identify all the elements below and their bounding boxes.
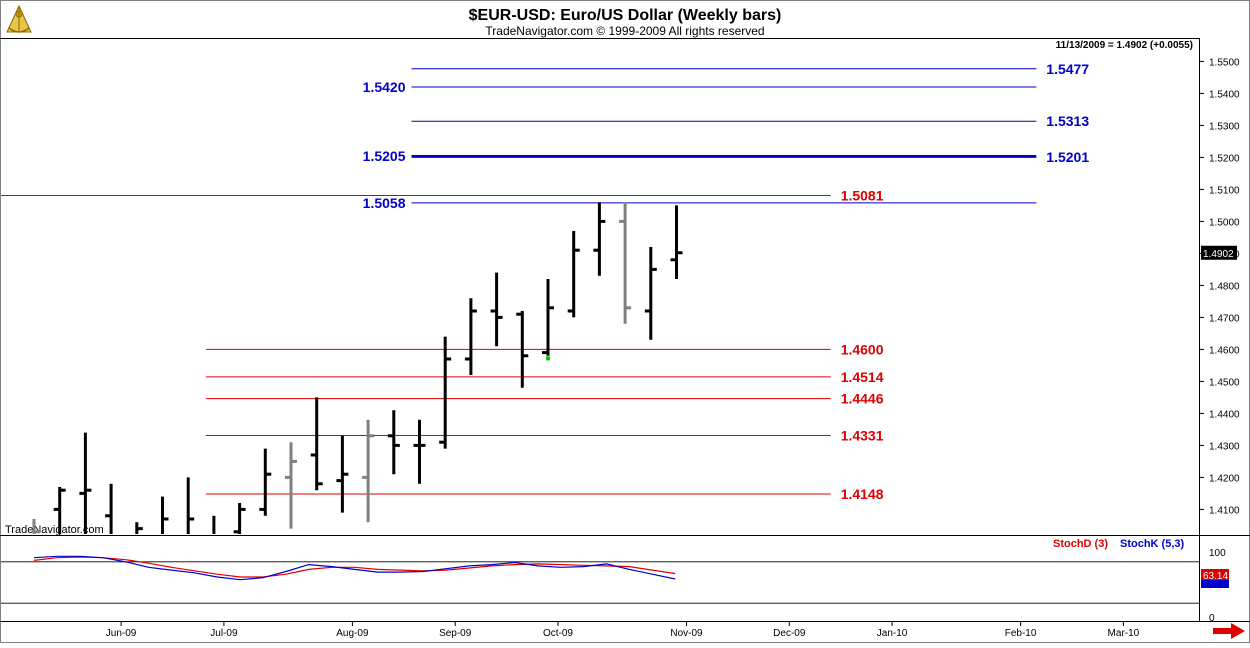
chart-subtitle: TradeNavigator.com © 1999-2009 All right… xyxy=(485,24,764,38)
stochastic-pane: 100 0 StochD (3) StochK (5,3) 63.14 xyxy=(1,538,1229,624)
price-tick-label: 1.5200 xyxy=(1209,153,1240,164)
stoch-tick-label: 0 xyxy=(1209,613,1215,624)
current-price-badge xyxy=(1201,245,1237,260)
price-tick-label: 1.4600 xyxy=(1209,345,1240,356)
ohlc-bar xyxy=(619,202,632,324)
stoch-k-badge xyxy=(1201,578,1229,588)
level-label-1.5201: 1.5201 xyxy=(1046,149,1089,165)
time-tick-label: Jan-10 xyxy=(877,628,908,639)
time-tick-label: Dec-09 xyxy=(773,628,806,639)
stoch-d-line xyxy=(33,556,676,578)
price-tick-label: 1.5500 xyxy=(1209,57,1240,68)
ohlc-bar xyxy=(593,202,606,276)
stoch-d-legend: StochD (3) xyxy=(1053,538,1108,550)
price-tick-label: 1.4200 xyxy=(1209,473,1240,484)
ohlc-bar xyxy=(310,397,323,491)
price-tick-label: 1.4800 xyxy=(1209,281,1240,292)
scroll-right-arrow-icon[interactable] xyxy=(1213,623,1245,639)
ohlc-bar xyxy=(362,419,375,523)
ohlc-bar xyxy=(387,410,400,475)
ohlc-bar xyxy=(285,442,297,529)
time-tick-label: Oct-09 xyxy=(543,628,573,639)
time-tick-label: Mar-10 xyxy=(1108,628,1140,639)
ohlc-bar xyxy=(32,519,40,534)
ohlc-bar xyxy=(135,522,143,534)
ohlc-bar xyxy=(670,205,683,279)
level-label-1.5058: 1.5058 xyxy=(363,195,406,211)
level-label-1.4446: 1.4446 xyxy=(841,391,884,407)
ohlc-bar xyxy=(336,435,349,513)
price-tick-label: 1.4700 xyxy=(1209,313,1240,324)
time-axis: Jun-09 Jul-09 Aug-09 Sep-09 Oct-09 Nov-09 Dec-… xyxy=(106,622,1140,639)
ohlc-bar xyxy=(439,336,452,449)
ohlc-bar xyxy=(490,272,503,347)
price-tick-label: 1.5000 xyxy=(1209,217,1240,228)
time-tick-label: Jun-09 xyxy=(106,628,137,639)
last-quote-readout: 11/13/2009 = 1.4902 (+0.0055) xyxy=(1056,40,1193,51)
level-label-1.4148: 1.4148 xyxy=(841,486,884,502)
ohlc-bar xyxy=(464,298,477,375)
stoch-k-line xyxy=(33,555,676,581)
levels-layer: 1.5477 1.5420 1.5313 1.5205 1.5201 1.5058 1.50… xyxy=(1,61,1089,502)
level-label-1.5205: 1.5205 xyxy=(363,148,406,164)
ohlc-bar xyxy=(567,231,580,318)
level-label-1.4331: 1.4331 xyxy=(841,427,884,443)
stoch-d-badge xyxy=(1201,569,1229,580)
ohlc-bar xyxy=(644,247,657,340)
price-tick-label: 1.4500 xyxy=(1209,377,1240,388)
time-tick-label: Aug-09 xyxy=(336,628,369,639)
time-tick-label: Feb-10 xyxy=(1005,628,1037,639)
ohlc-bar xyxy=(79,432,92,534)
signal-dot-icon xyxy=(546,356,550,361)
sextant-logo-icon xyxy=(6,4,32,33)
level-label-1.5313: 1.5313 xyxy=(1046,113,1089,129)
ohlc-bar xyxy=(105,483,113,534)
level-label-1.5420: 1.5420 xyxy=(363,79,406,95)
price-tick-label: 1.4100 xyxy=(1209,505,1240,516)
stoch-d-badge-label: 63.14 xyxy=(1203,571,1228,582)
price-tick-label: 1.5300 xyxy=(1209,121,1240,132)
time-tick-label: Nov-09 xyxy=(670,628,703,639)
price-tick-label: 1.4400 xyxy=(1209,409,1240,420)
current-price-label: 1.4902 xyxy=(1203,249,1234,260)
level-label-1.5081: 1.5081 xyxy=(841,187,884,203)
price-tick-label: 1.5100 xyxy=(1209,185,1240,196)
level-label-1.4600: 1.4600 xyxy=(841,341,884,357)
ohlc-bar xyxy=(186,477,195,534)
time-tick-label: Jul-09 xyxy=(210,628,238,639)
ohlc-bar xyxy=(233,503,246,534)
watermark-label: TradeNavigator.com xyxy=(5,524,104,536)
stoch-k-legend: StochK (5,3) xyxy=(1120,538,1185,550)
price-axis: 1.4100 1.4200 1.4300 1.4400 1.4500 1.4600 1.47… xyxy=(1199,57,1240,516)
price-tick-label: 1.4300 xyxy=(1209,441,1240,452)
level-label-1.5477: 1.5477 xyxy=(1046,61,1089,77)
ohlc-bar xyxy=(542,279,554,356)
ohlc-bar xyxy=(259,448,272,516)
stoch-tick-label: 100 xyxy=(1209,548,1226,559)
ohlc-bars-layer xyxy=(32,202,683,534)
time-tick-label: Sep-09 xyxy=(439,628,472,639)
ohlc-bar xyxy=(53,487,66,534)
ohlc-bar xyxy=(516,311,529,388)
price-tick-label: 1.5400 xyxy=(1209,89,1240,100)
level-label-1.4514: 1.4514 xyxy=(841,369,884,385)
ohlc-bar xyxy=(161,496,169,534)
chart-title: $EUR-USD: Euro/US Dollar (Weekly bars) xyxy=(469,7,782,24)
ohlc-bar xyxy=(413,419,426,484)
